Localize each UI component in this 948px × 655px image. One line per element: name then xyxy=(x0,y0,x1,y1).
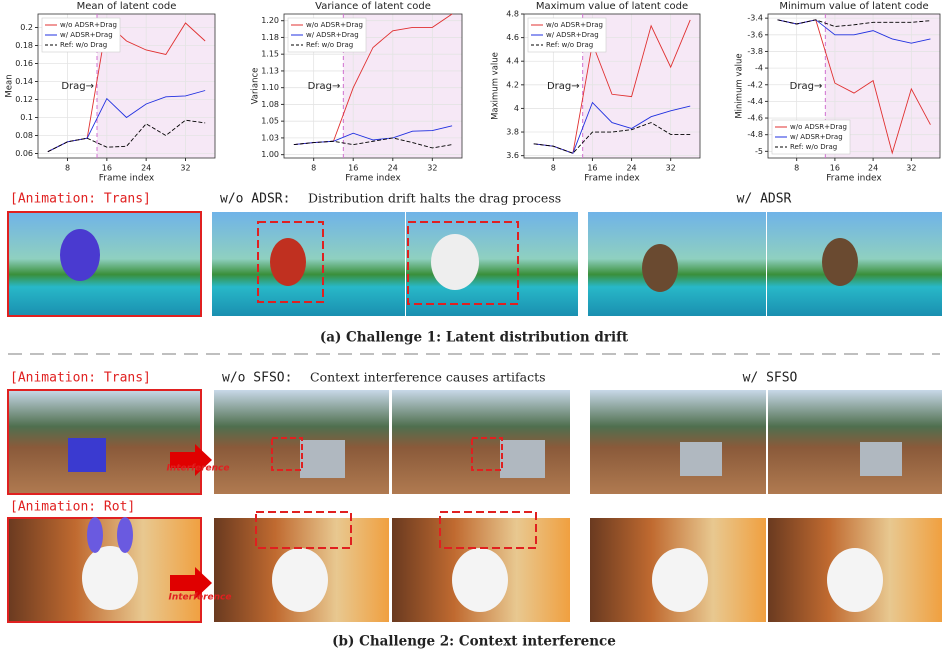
y-tick-label: 1.20 xyxy=(261,16,279,25)
legend-label: w/ ADSR+Drag xyxy=(306,31,359,39)
x-axis-label: Frame index xyxy=(584,174,640,184)
legend-label: w/ ADSR+Drag xyxy=(546,31,599,39)
y-tick-label: -4.8 xyxy=(747,130,763,139)
y-tick-label: -4 xyxy=(755,64,763,73)
legend-label: w/o ADSR+Drag xyxy=(546,21,603,29)
y-tick-label: 1.10 xyxy=(261,83,279,92)
annotation: Drag→ xyxy=(308,81,341,92)
y-tick-label: 4 xyxy=(514,104,519,113)
x-tick-label: 32 xyxy=(427,164,437,173)
y-tick-label: -3.6 xyxy=(747,30,763,39)
x-tick-label: 24 xyxy=(626,164,636,173)
legend-label: Ref: w/o Drag xyxy=(60,41,107,49)
annotation: Drag→ xyxy=(61,81,94,92)
annotation: Drag→ xyxy=(790,81,823,92)
x-axis-label: Frame index xyxy=(345,174,401,184)
y-tick-label: 0.06 xyxy=(15,149,33,158)
wo-text: Context interference causes artifacts xyxy=(310,370,546,385)
figure: 0.06 0.08 0.1 0.12 0.14 0.16 0.18 0.2 8 16 24 32 Dra… xyxy=(0,0,948,655)
legend-label: w/o ADSR+Drag xyxy=(60,21,117,29)
legend-label: w/ ADSR+Drag xyxy=(790,133,843,141)
x-axis-label: Frame index xyxy=(826,174,882,184)
y-tick-label: -4.2 xyxy=(747,80,763,89)
annotation: Drag→ xyxy=(547,81,580,92)
y-tick-label: 4.6 xyxy=(506,33,519,42)
y-tick-label: -4.6 xyxy=(747,114,763,123)
y-tick-label: -4.4 xyxy=(747,97,763,106)
legend-label: w/o ADSR+Drag xyxy=(306,21,363,29)
legend-label: w/ ADSR+Drag xyxy=(60,31,113,39)
y-tick-label: 0.12 xyxy=(15,95,33,104)
x-axis-label: Frame index xyxy=(99,174,155,184)
wo-heading: w/o SFSO: xyxy=(222,371,292,386)
y-tick-label: 4.8 xyxy=(506,10,519,19)
animation-label: [Animation: Trans] xyxy=(10,371,151,386)
interference-label: Interference xyxy=(166,464,229,474)
y-axis-label: Maximum value xyxy=(491,52,501,120)
x-tick-label: 24 xyxy=(388,164,398,173)
chart-title: Variance of latent code xyxy=(315,1,431,12)
image-row-b1 xyxy=(8,390,942,494)
interference-label: Interference xyxy=(168,593,231,603)
y-tick-label: 1.13 xyxy=(261,66,279,75)
chart-title: Minimum value of latent code xyxy=(779,1,928,12)
x-tick-label: 8 xyxy=(551,164,556,173)
legend-label: Ref: w/o Drag xyxy=(546,41,593,49)
y-tick-label: 4.2 xyxy=(506,80,519,89)
y-axis-label: Variance xyxy=(251,68,261,105)
x-tick-label: 16 xyxy=(830,164,840,173)
image-row-a xyxy=(8,212,942,316)
legend-label: w/o ADSR+Drag xyxy=(790,123,847,131)
caption-b: (b) Challenge 2: Context interference xyxy=(332,634,616,650)
y-tick-label: 0.2 xyxy=(20,23,33,32)
wo-heading: w/o ADSR: xyxy=(220,192,290,207)
x-tick-label: 16 xyxy=(587,164,597,173)
y-tick-label: 0.18 xyxy=(15,41,33,50)
x-tick-label: 16 xyxy=(348,164,358,173)
y-tick-label: -5 xyxy=(755,147,763,156)
y-axis-label: Mean xyxy=(5,74,15,97)
y-tick-label: 1.18 xyxy=(261,33,279,42)
animation-label: [Animation: Trans] xyxy=(10,192,151,207)
y-tick-label: 0.14 xyxy=(15,77,33,86)
x-tick-label: 8 xyxy=(65,164,70,173)
wo-text: Distribution drift halts the drag proces… xyxy=(308,191,561,206)
chart-title: Maximum value of latent code xyxy=(536,1,688,12)
image-row-b2 xyxy=(8,512,942,622)
legend-label: Ref: w/o Drag xyxy=(306,41,353,49)
x-tick-label: 8 xyxy=(794,164,799,173)
chart-title: Mean of latent code xyxy=(77,1,177,12)
y-tick-label: 0.08 xyxy=(15,131,33,140)
y-axis-label: Minimum value xyxy=(735,53,745,118)
y-tick-label: 0.1 xyxy=(20,113,33,122)
x-tick-label: 32 xyxy=(180,164,190,173)
w-heading: w/ SFSO xyxy=(743,371,798,386)
y-tick-label: -3.4 xyxy=(747,14,763,23)
y-tick-label: -3.8 xyxy=(747,47,763,56)
x-tick-label: 16 xyxy=(102,164,112,173)
legend-label: Ref: w/o Drag xyxy=(790,143,837,151)
y-tick-label: 1.15 xyxy=(261,50,279,59)
y-tick-label: 1.00 xyxy=(261,150,279,159)
caption-a: (a) Challenge 1: Latent distribution dri… xyxy=(320,330,629,346)
y-tick-label: 1.08 xyxy=(261,100,279,109)
y-tick-label: 1.03 xyxy=(261,133,279,142)
x-tick-label: 8 xyxy=(311,164,316,173)
x-tick-label: 24 xyxy=(141,164,151,173)
x-tick-label: 32 xyxy=(906,164,916,173)
y-tick-label: 4.4 xyxy=(506,57,519,66)
x-tick-label: 32 xyxy=(666,164,676,173)
animation-label: [Animation: Rot] xyxy=(10,500,135,515)
y-tick-label: 3.8 xyxy=(506,128,519,137)
y-tick-label: 3.6 xyxy=(506,151,519,160)
y-tick-label: 0.16 xyxy=(15,59,33,68)
x-tick-label: 24 xyxy=(868,164,878,173)
w-heading: w/ ADSR xyxy=(737,192,792,207)
y-tick-label: 1.05 xyxy=(261,117,279,126)
